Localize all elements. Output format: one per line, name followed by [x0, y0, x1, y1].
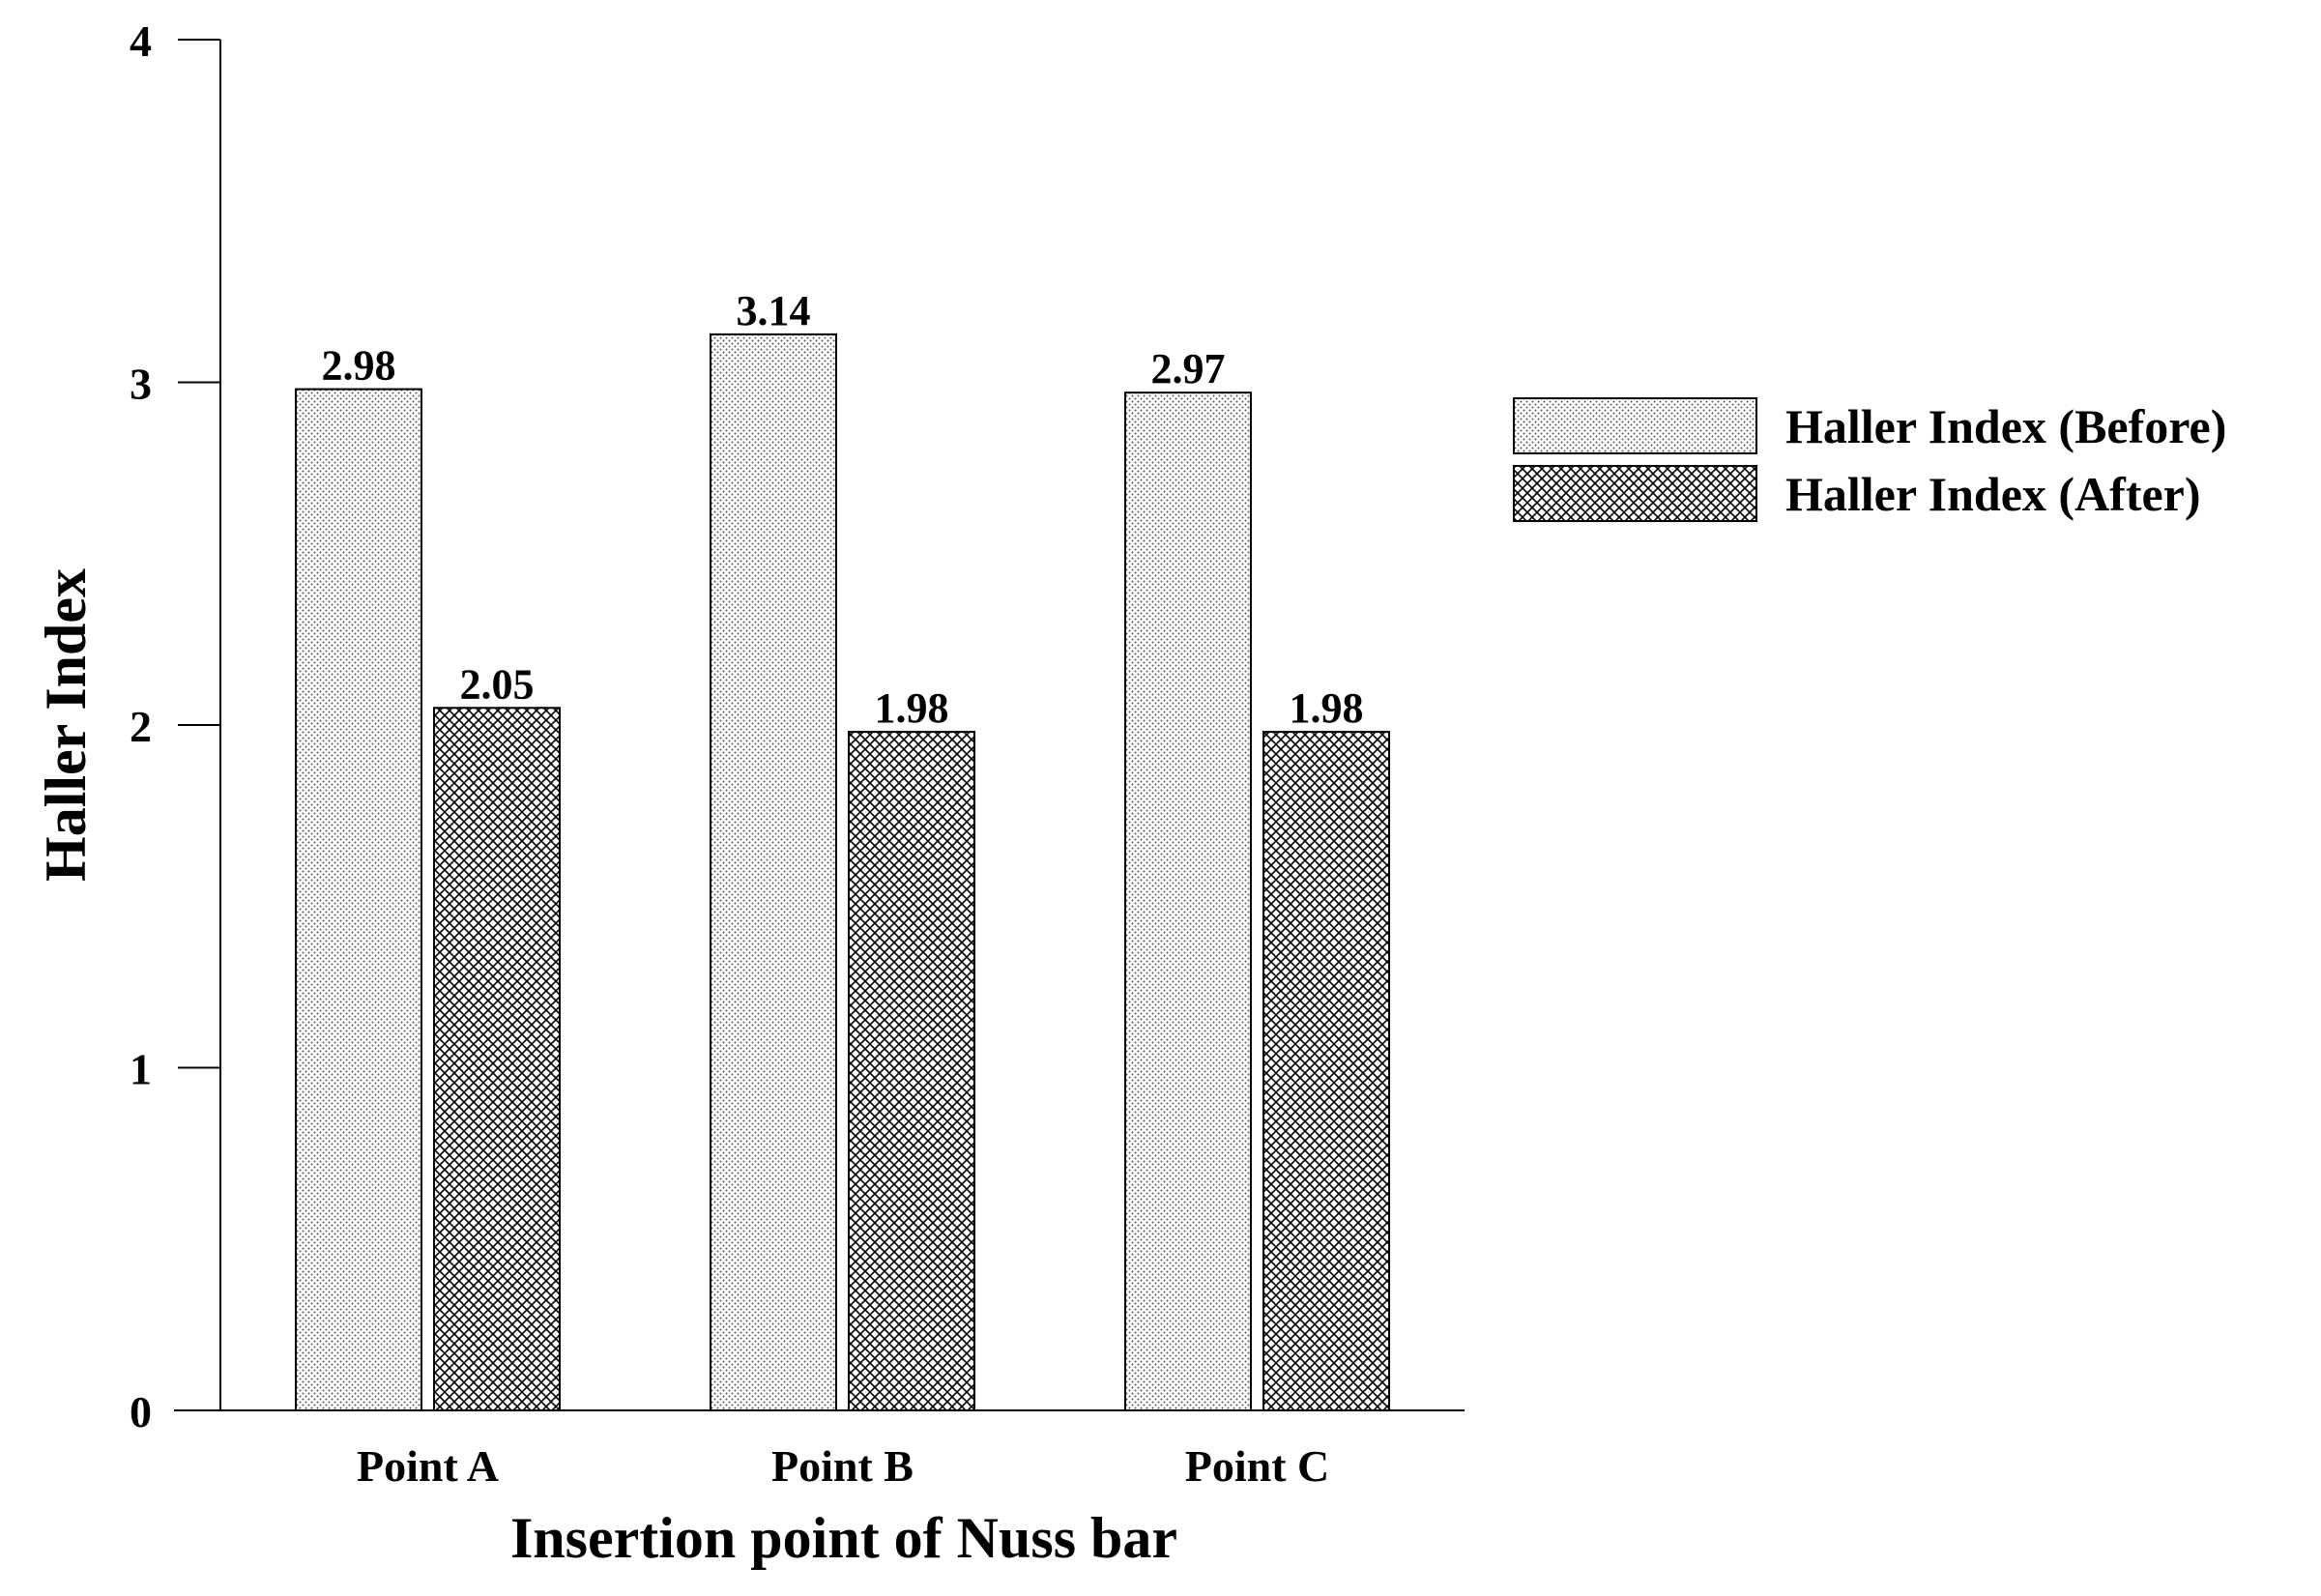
- legend-swatch-after: [1513, 465, 1757, 522]
- bar-value-label: 1.98: [1290, 684, 1364, 732]
- bar-before: [710, 333, 837, 1411]
- bars: [295, 333, 1390, 1412]
- y-tick-label: 1: [130, 1045, 152, 1094]
- data-labels: 2.98 2.05 3.14 1.98 2.97 1.98: [322, 287, 1364, 732]
- bar-after: [433, 707, 561, 1411]
- x-tick-label: Point B: [771, 1441, 914, 1491]
- legend-label-after: Haller Index (After): [1785, 467, 2201, 521]
- legend-swatch-before: [1513, 397, 1757, 454]
- y-tick-label: 2: [130, 702, 152, 751]
- y-tick-label: 0: [130, 1387, 152, 1436]
- bar-value-label: 2.97: [1151, 345, 1226, 392]
- x-axis-title: Insertion point of Nuss bar: [510, 1506, 1177, 1570]
- bar-after: [1262, 731, 1390, 1411]
- y-tick-label: 4: [130, 16, 152, 66]
- y-axis-title: Haller Index: [34, 568, 98, 882]
- bar-value-label: 1.98: [875, 684, 949, 732]
- bar-value-label: 3.14: [737, 287, 811, 334]
- bar-after: [848, 731, 975, 1411]
- y-tick-label: 3: [130, 360, 152, 409]
- x-tick-label: Point A: [357, 1441, 499, 1491]
- bar-value-label: 2.05: [460, 660, 535, 708]
- legend: Haller Index (Before) Haller Index (Afte…: [1513, 397, 2226, 522]
- bar-before: [1124, 392, 1252, 1411]
- legend-label-before: Haller Index (Before): [1785, 399, 2226, 453]
- bar-value-label: 2.98: [322, 342, 396, 390]
- bar-before: [295, 388, 422, 1412]
- axes: 0 1 2 3 4 Point A Point B Point C: [130, 16, 1465, 1491]
- x-tick-label: Point C: [1185, 1441, 1330, 1491]
